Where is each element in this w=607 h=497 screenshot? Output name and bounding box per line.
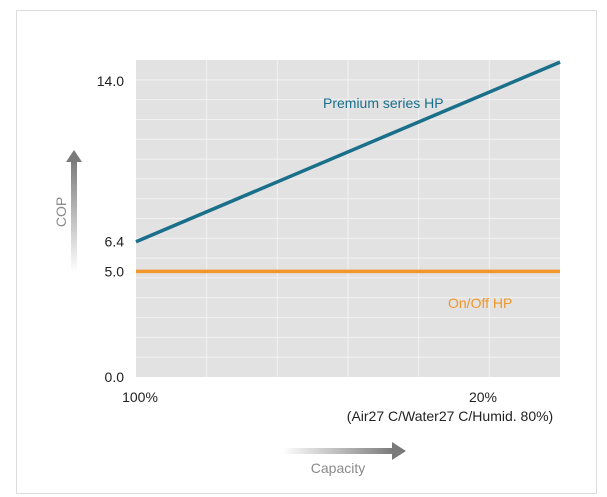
y-tick-labels: 0.0 5.0 6.4 14.0 xyxy=(97,73,124,385)
series-label-premium: Premium series HP xyxy=(323,95,444,111)
x-axis-arrow-shaft xyxy=(282,448,394,454)
grid-lines xyxy=(136,60,560,377)
x-axis-label: Capacity xyxy=(311,460,365,476)
y-tick-label: 5.0 xyxy=(105,263,125,279)
y-axis-label: COP xyxy=(53,197,69,227)
x-axis-arrowhead xyxy=(392,442,406,460)
y-axis-arrow-shaft xyxy=(71,160,77,272)
series-lines xyxy=(135,60,561,274)
series-line-premium xyxy=(135,60,561,244)
y-axis-arrowhead xyxy=(66,150,82,162)
y-tick-label: 14.0 xyxy=(97,73,124,89)
x-tick-label-100: 100% xyxy=(122,389,158,405)
series-label-onoff: On/Off HP xyxy=(448,295,512,311)
x-tick-label-20: 20% xyxy=(469,389,497,405)
x-axis-note: (Air27 C/Water27 C/Humid. 80%) xyxy=(347,408,553,424)
y-tick-label: 6.4 xyxy=(105,234,125,250)
y-tick-label: 0.0 xyxy=(105,369,125,385)
